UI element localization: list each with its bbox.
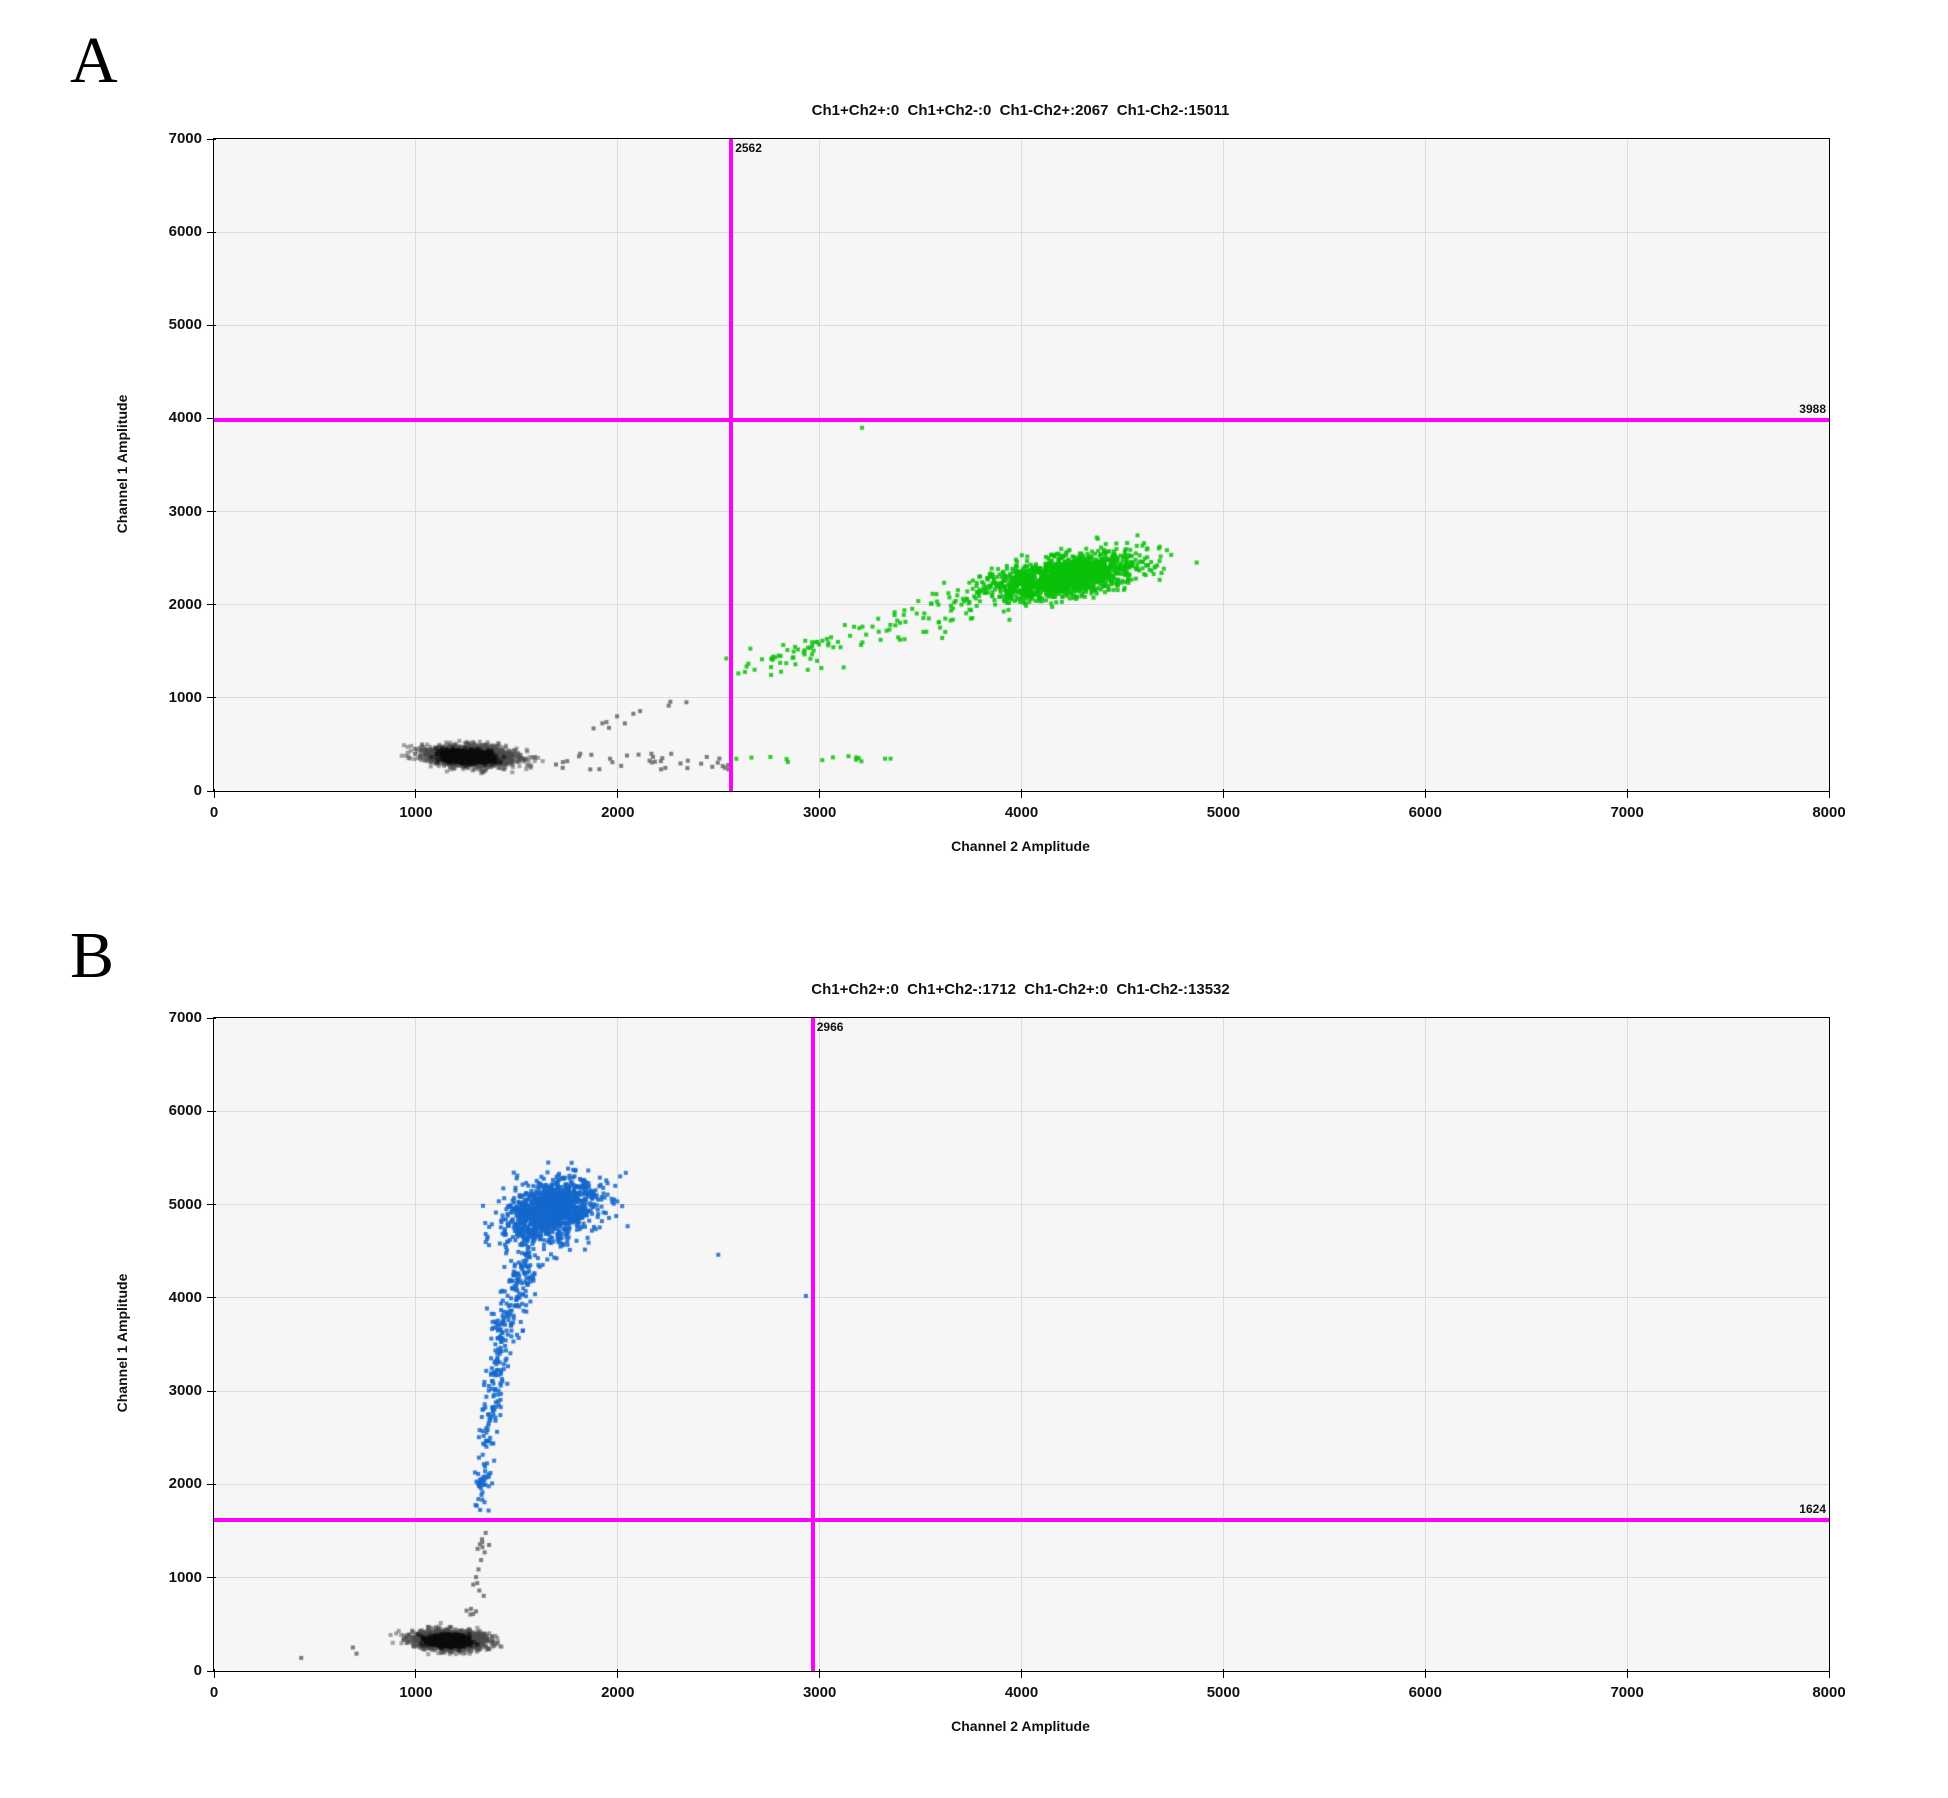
droplet-scatter-points [214, 139, 1829, 791]
y-axis-tick [207, 604, 216, 606]
x-axis-tick [1626, 1669, 1628, 1678]
x-axis-tick [1626, 789, 1628, 798]
y-axis-tick [207, 324, 216, 326]
y-axis-tick [207, 1390, 216, 1392]
x-axis-tick-label: 2000 [601, 804, 635, 821]
y-axis-tick-label: 3000 [168, 502, 202, 520]
x-axis-tick [1424, 789, 1426, 798]
x-axis-tick-label: 6000 [1408, 804, 1442, 821]
y-axis-tick-label: 7000 [168, 130, 202, 147]
x-axis-tick-label: 0 [209, 1684, 219, 1701]
y-axis-tick [207, 1204, 216, 1206]
y-axis-tick-label: 4000 [168, 409, 202, 427]
x-axis-tick [819, 789, 821, 798]
ch1-threshold-line [214, 1517, 1829, 1522]
panel-b-y-axis-label: Channel 1 Amplitude [114, 1273, 130, 1413]
x-axis-tick-label: 3000 [802, 1684, 837, 1701]
y-axis-tick [207, 1483, 216, 1485]
x-axis-tick [415, 1669, 417, 1678]
x-axis-tick-label: 1000 [399, 804, 433, 821]
x-axis-tick [1828, 789, 1830, 798]
y-axis-tick-label: 5000 [168, 1195, 202, 1213]
x-axis-tick-label: 1000 [399, 1684, 433, 1701]
panel-a-quadrant-counts-title: Ch1+Ch2+:0 Ch1+Ch2-:0 Ch1-Ch2+:2067 Ch1-… [811, 102, 1230, 119]
y-axis-tick [207, 1297, 216, 1299]
x-axis-tick [1222, 789, 1224, 798]
panel-a-plot-area: 0 1000 2000 3000 4000 5000 6000 7000 8000 0 1000 20… [169, 130, 1846, 821]
y-axis-tick-label: 2000 [168, 595, 202, 613]
y-axis-tick [207, 1577, 216, 1579]
y-axis-tick [207, 417, 216, 419]
panel-b-x-axis-label: Channel 2 Amplitude [951, 1718, 1090, 1734]
panel-b-letter: B [70, 919, 115, 992]
x-axis-tick [1021, 1669, 1022, 1678]
y-axis-tick [207, 1110, 216, 1112]
y-axis-tick-label: 4000 [168, 1288, 202, 1306]
ch2-threshold-line [729, 139, 734, 791]
x-axis-tick [1222, 1669, 1224, 1678]
ch1-threshold-value: 3988 [1799, 401, 1826, 416]
panel-b-plot-area: 0 1000 2000 3000 4000 5000 6000 7000 8000 0 1000 20… [169, 1009, 1846, 1701]
x-axis-tick [213, 789, 215, 798]
y-axis-tick-label: 6000 [168, 1102, 202, 1120]
y-axis-tick [207, 511, 216, 513]
y-axis-tick-label: 0 [193, 1662, 202, 1679]
y-axis-tick [207, 138, 216, 140]
y-axis-tick [207, 790, 216, 792]
ch1-threshold-line [214, 417, 1829, 422]
y-axis-tick [207, 697, 216, 699]
x-axis-tick-label: 6000 [1408, 1684, 1442, 1701]
x-axis-tick [819, 1669, 821, 1678]
y-axis-tick-label: 1000 [168, 1568, 202, 1586]
y-axis-tick [207, 231, 216, 233]
y-axis-tick-label: 1000 [168, 688, 202, 706]
y-axis-tick [207, 1670, 216, 1672]
x-axis-tick-label: 8000 [1812, 1684, 1846, 1701]
x-axis-tick-label: 8000 [1812, 804, 1846, 821]
x-axis-tick [1828, 1669, 1830, 1678]
x-axis-tick [213, 1669, 215, 1678]
x-axis-tick [617, 789, 619, 798]
panel-a-letter: A [70, 24, 118, 97]
x-axis-tick-label: 2000 [601, 1684, 635, 1701]
x-axis-tick-label: 7000 [1610, 1684, 1644, 1701]
x-axis-tick-label: 3000 [802, 804, 837, 821]
y-axis-tick-label: 3000 [168, 1382, 202, 1400]
x-axis-tick-label: 0 [209, 804, 219, 821]
ch2-threshold-value: 2562 [735, 141, 762, 155]
x-axis-tick [1424, 1669, 1426, 1678]
y-axis-tick-label: 5000 [168, 316, 202, 334]
y-axis-tick-label: 0 [193, 782, 202, 799]
x-axis-tick-label: 4000 [1004, 1684, 1039, 1701]
y-axis-tick [207, 1017, 216, 1019]
droplet-scatter-points [214, 1018, 1829, 1671]
x-axis-tick [617, 1669, 619, 1678]
x-axis-tick-label: 7000 [1610, 804, 1644, 821]
ch2-threshold-value: 2966 [816, 1020, 844, 1034]
ch2-threshold-line [810, 1018, 815, 1671]
ch1-threshold-value: 1624 [1799, 1501, 1826, 1516]
panel-a-x-axis-label: Channel 2 Amplitude [951, 838, 1090, 854]
y-axis-tick-label: 2000 [168, 1475, 202, 1493]
x-axis-tick [1021, 789, 1022, 798]
y-axis-tick-label: 6000 [168, 223, 202, 241]
panel-a-y-axis-label: Channel 1 Amplitude [114, 394, 130, 534]
x-axis-tick-label: 5000 [1206, 1684, 1241, 1701]
x-axis-tick [415, 789, 417, 798]
panel-b-quadrant-counts-title: Ch1+Ch2+:0 Ch1+Ch2-:1712 Ch1-Ch2+:0 Ch1-… [811, 981, 1230, 998]
x-axis-tick-label: 5000 [1206, 804, 1241, 821]
y-axis-tick-label: 7000 [168, 1009, 202, 1026]
x-axis-tick-label: 4000 [1004, 804, 1039, 821]
